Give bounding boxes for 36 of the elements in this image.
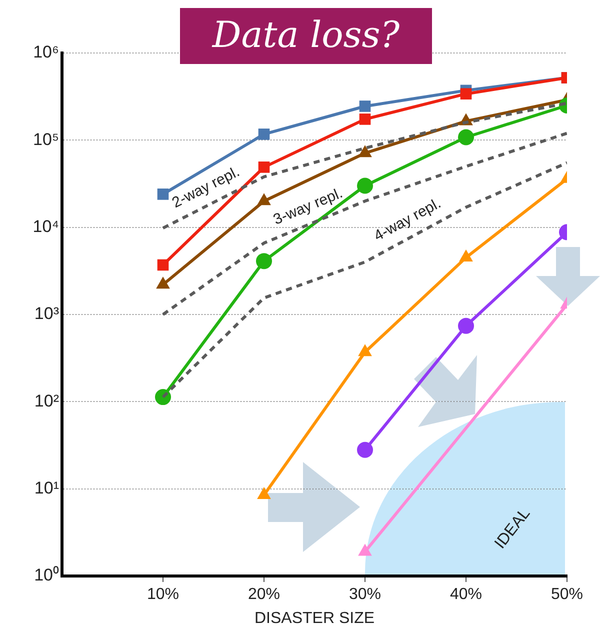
y-tick-label: 10¹ xyxy=(34,478,60,498)
point xyxy=(458,129,474,146)
point xyxy=(157,188,169,200)
x-tick-label: 10% xyxy=(146,586,180,604)
point xyxy=(157,259,169,271)
point xyxy=(359,114,371,125)
point xyxy=(460,88,472,100)
x-tick-label: 30% xyxy=(348,586,382,604)
x-tick-label: 50% xyxy=(550,586,584,604)
point xyxy=(258,162,270,173)
x-tick-label: 40% xyxy=(450,586,482,604)
y-tick-label: 10⁵ xyxy=(33,130,59,149)
y-tick-label: 10⁶ xyxy=(33,42,59,62)
point xyxy=(458,318,474,334)
point xyxy=(357,442,373,458)
point xyxy=(156,276,170,289)
line-series xyxy=(162,132,567,316)
x-tick-label: 20% xyxy=(248,586,280,604)
point xyxy=(358,344,372,356)
point xyxy=(359,100,371,112)
chart-title: Data loss? xyxy=(180,8,432,64)
point xyxy=(258,128,270,140)
y-tick-label: 10⁰ xyxy=(34,566,59,585)
point xyxy=(257,486,271,499)
x-axis-title: DISASTER SIZE xyxy=(254,610,375,627)
point xyxy=(459,250,473,262)
point xyxy=(256,253,272,270)
y-tick-label: 10³ xyxy=(34,304,60,324)
point xyxy=(257,193,271,206)
text: 3-way repl. xyxy=(270,184,346,228)
y-tick-label: 10² xyxy=(34,391,60,410)
point xyxy=(155,389,171,406)
text: 2-way repl. xyxy=(169,163,242,212)
y-tick-label: 10⁴ xyxy=(32,217,59,236)
point xyxy=(357,178,373,194)
text: 4-way repl. xyxy=(371,194,444,245)
